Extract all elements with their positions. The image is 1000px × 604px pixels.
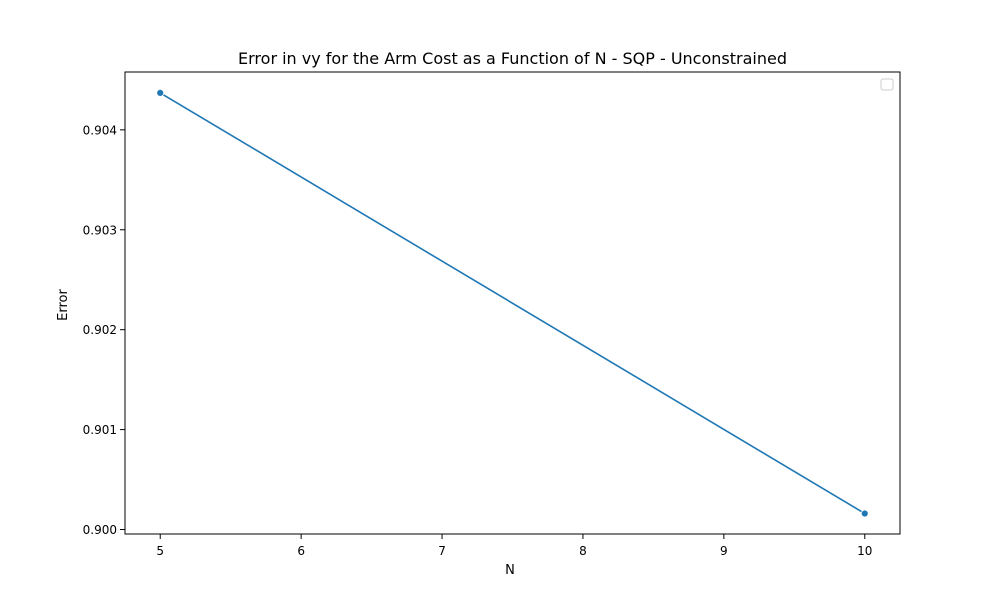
x-tick-label: 10	[857, 544, 872, 558]
x-tick-label: 8	[579, 544, 587, 558]
y-tick-label: 0.901	[83, 423, 117, 437]
series-line	[159, 92, 866, 515]
x-tick-label: 9	[720, 544, 728, 558]
y-tick-label: 0.904	[83, 123, 117, 137]
legend-box	[880, 78, 894, 91]
data-point	[156, 88, 165, 97]
plot-series	[156, 88, 869, 518]
x-axis-ticks: 5 6 7 8 9 10	[156, 534, 872, 558]
plot-area-frame	[124, 71, 901, 535]
y-axis-label: Error	[56, 289, 71, 321]
data-point	[860, 509, 869, 518]
y-tick-label: 0.902	[83, 323, 117, 337]
y-tick-label: 0.903	[83, 223, 117, 237]
y-axis-ticks: 0.900 0.901 0.902 0.903 0.904	[83, 123, 125, 537]
x-axis-label: N	[505, 563, 515, 578]
y-tick-label: 0.900	[83, 523, 117, 537]
x-tick-label: 7	[438, 544, 446, 558]
x-tick-label: 5	[156, 544, 164, 558]
x-tick-label: 6	[297, 544, 305, 558]
chart-title: Error in vy for the Arm Cost as a Functi…	[238, 49, 787, 68]
